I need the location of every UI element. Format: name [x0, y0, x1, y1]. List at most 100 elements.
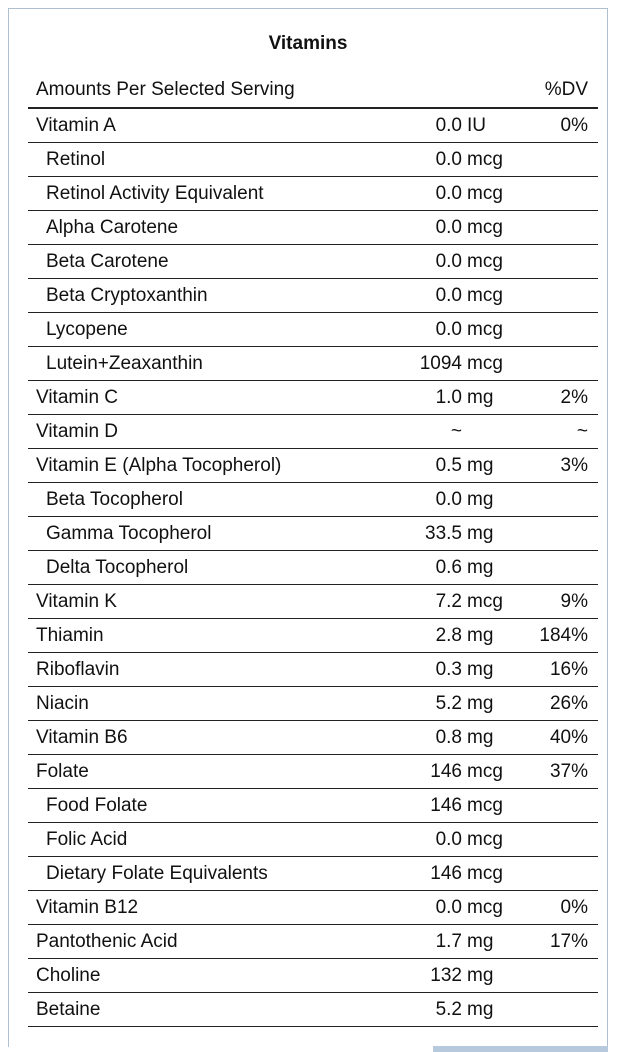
row-name: Vitamin C [36, 387, 119, 408]
row-rule [28, 992, 598, 993]
row-name: Lycopene [46, 319, 128, 340]
row-dv: ~ [576, 421, 588, 442]
row-dv: 2% [560, 387, 588, 408]
row-rule [28, 686, 598, 687]
row-unit: mg [467, 727, 494, 748]
row-name: Thiamin [36, 625, 104, 646]
row-unit: mcg [467, 149, 503, 170]
row-amount: 0.3 [435, 659, 462, 680]
row-rule [28, 550, 598, 551]
row-dv: 26% [549, 693, 588, 714]
row-amount: 0.5 [435, 455, 462, 476]
row-rule [28, 244, 598, 245]
row-amount: 0.0 [435, 829, 462, 850]
row-unit: mg [467, 659, 494, 680]
row-name: Riboflavin [36, 659, 120, 680]
row-amount: 0.0 [435, 183, 462, 204]
row-name: Folic Acid [46, 829, 128, 850]
row-unit: mg [467, 625, 494, 646]
row-amount: 0.0 [435, 251, 462, 272]
row-name: Alpha Carotene [46, 217, 179, 238]
panel-frame [8, 8, 608, 1047]
row-amount: 1.7 [435, 931, 462, 952]
row-unit: mcg [467, 795, 503, 816]
row-rule [28, 448, 598, 449]
row-dv: 9% [560, 591, 588, 612]
row-dv: 184% [539, 625, 588, 646]
row-unit: mcg [467, 897, 503, 918]
row-rule [28, 210, 598, 211]
row-unit: mcg [467, 829, 503, 850]
row-amount: 0.0 [435, 319, 462, 340]
row-unit: mcg [467, 183, 503, 204]
row-amount: 0.0 [435, 489, 462, 510]
row-unit: mg [467, 965, 494, 986]
row-unit: mg [467, 693, 494, 714]
row-unit: mcg [467, 319, 503, 340]
row-name: Vitamin D [36, 421, 119, 442]
row-rule [28, 414, 598, 415]
row-name: Delta Tocopherol [46, 557, 189, 578]
row-amount: 5.2 [435, 999, 462, 1020]
row-unit: mg [467, 931, 494, 952]
row-amount: 132 [430, 965, 462, 986]
row-unit: mg [467, 455, 494, 476]
row-rule [28, 142, 598, 143]
row-rule [28, 312, 598, 313]
row-name: Choline [36, 965, 101, 986]
row-name: Vitamin B12 [36, 897, 139, 918]
header-rule [28, 107, 598, 109]
row-unit: IU [467, 115, 486, 136]
row-unit: mcg [467, 353, 503, 374]
row-name: Retinol [46, 149, 106, 170]
row-rule [28, 652, 598, 653]
scroll-bar [433, 1046, 608, 1052]
row-unit: mg [467, 387, 494, 408]
row-name: Vitamin B6 [36, 727, 128, 748]
row-amount: 0.0 [435, 115, 462, 136]
row-amount: ~ [450, 421, 462, 442]
row-amount: 0.0 [435, 149, 462, 170]
row-name: Retinol Activity Equivalent [46, 183, 264, 204]
row-name: Betaine [36, 999, 101, 1020]
row-rule [28, 278, 598, 279]
row-name: Lutein+Zeaxanthin [46, 353, 203, 374]
row-name: Food Folate [46, 795, 148, 816]
row-amount: 146 [430, 761, 462, 782]
row-rule [28, 1026, 598, 1027]
row-amount: 1.0 [435, 387, 462, 408]
row-unit: mg [467, 999, 494, 1020]
row-dv: 17% [549, 931, 588, 952]
row-rule [28, 924, 598, 925]
row-dv: 16% [549, 659, 588, 680]
row-amount: 7.2 [435, 591, 462, 612]
row-name: Dietary Folate Equivalents [46, 863, 268, 884]
row-unit: mcg [467, 285, 503, 306]
row-unit: mg [467, 557, 494, 578]
row-name: Vitamin K [36, 591, 117, 612]
row-rule [28, 720, 598, 721]
row-name: Vitamin E (Alpha Tocopherol) [36, 455, 282, 476]
row-rule [28, 856, 598, 857]
row-rule [28, 516, 598, 517]
row-amount: 0.0 [435, 217, 462, 238]
row-name: Beta Tocopherol [46, 489, 183, 510]
row-amount: 0.6 [435, 557, 462, 578]
row-rule [28, 584, 598, 585]
row-name: Gamma Tocopherol [46, 523, 212, 544]
row-amount: 5.2 [435, 693, 462, 714]
row-amount: 0.0 [435, 285, 462, 306]
row-unit: mg [467, 523, 494, 544]
title: Vitamins [268, 33, 348, 54]
row-amount: 33.5 [425, 523, 462, 544]
row-unit: mcg [467, 761, 503, 782]
row-amount: 0.0 [435, 897, 462, 918]
row-amount: 146 [430, 795, 462, 816]
header-label: Amounts Per Selected Serving [36, 79, 295, 100]
row-name: Pantothenic Acid [36, 931, 178, 952]
row-unit: mg [467, 489, 494, 510]
row-unit: mcg [467, 863, 503, 884]
row-name: Vitamin A [36, 115, 116, 136]
row-name: Niacin [36, 693, 89, 714]
